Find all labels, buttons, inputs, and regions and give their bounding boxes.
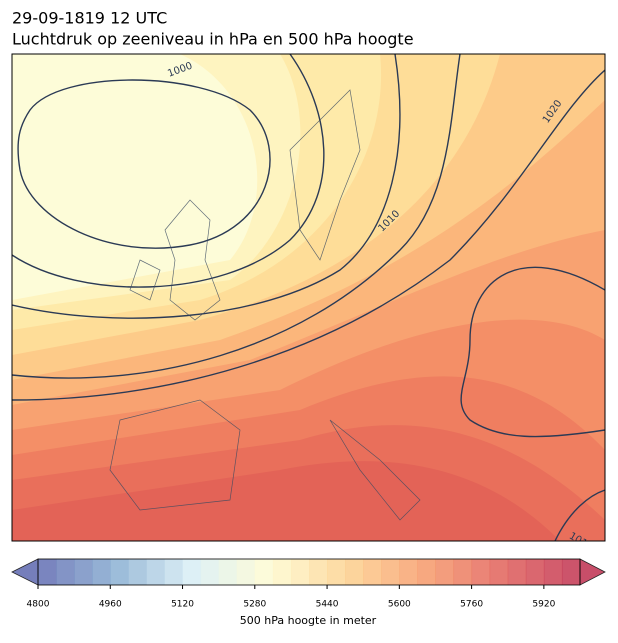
band [12,461,560,541]
colorbar-segment [345,559,364,585]
colorbar-tick-label: 5920 [532,600,555,610]
colorbar-segment [164,559,184,585]
colorbar-extend-high [579,558,606,586]
colorbar-label: 500 hPa hoogte in meter [240,614,377,627]
map-frame [11,53,606,542]
colorbar-tick-label: 5120 [171,600,194,610]
colorbar-segment [399,559,418,585]
colorbar-segment [236,559,256,585]
colorbar-tick-label: 5760 [460,600,483,610]
isobars [12,54,605,541]
colorbar-segment [218,559,238,585]
title: 29-09-1819 12 UTC [12,9,167,28]
colorbar-tick-label: 5280 [243,600,266,610]
colorbar-segment [417,559,436,585]
colorbar-frame [37,558,581,586]
colorbar-tick-label: 5440 [316,600,339,610]
colorbar-segment [110,559,129,585]
colorbar: 4800 4960 5120 5280 5440 5600 5760 5920 [11,558,606,610]
colorbar-tick-label: 4960 [99,600,122,610]
map: 1000 1010 1020 101 [12,54,605,550]
colorbar-segment [453,559,473,585]
colorbar-segment [543,559,563,585]
colorbar-segment [525,559,545,585]
colorbar-tick-label: 5600 [388,600,411,610]
colorbar-segment [182,559,202,585]
isobar-label: 101 [567,531,589,550]
colorbar-segment [128,559,147,585]
colorbar-segment [489,559,509,585]
colorbar-segment [146,559,165,585]
colorbar-segment [309,559,328,585]
colorbar-segment [435,559,455,585]
colorbar-tick-label: 4800 [27,600,50,610]
subtitle: Luchtdruk op zeeniveau in hPa en 500 hPa… [12,30,414,49]
colorbar-segment [92,559,111,585]
colorbar-segment [272,559,292,585]
colorbar-segment [200,559,220,585]
colorbar-segment [507,559,527,585]
colorbar-extend-low [11,558,39,586]
colorbar-segment [74,559,93,585]
colorbar-segment [381,559,400,585]
colorbar-segment [254,559,274,585]
colorbar-segment [56,559,75,585]
colorbar-segment [561,559,581,585]
colorbar-segment [363,559,382,585]
colorbar-segment [38,559,57,585]
colorbar-segment [290,559,310,585]
coastlines [109,89,421,521]
colorbar-segment [327,559,346,585]
colorbar-segment [471,559,491,585]
